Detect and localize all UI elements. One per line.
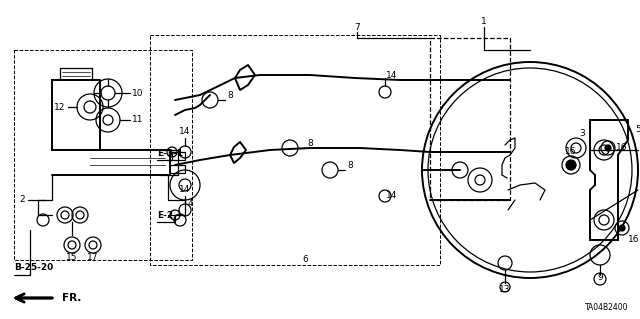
Bar: [150, 35, 440, 265]
Text: 16: 16: [616, 144, 628, 152]
Text: TA04B2400: TA04B2400: [584, 303, 628, 313]
Bar: [14, 50, 192, 260]
Text: 7: 7: [354, 24, 360, 33]
Text: E-2: E-2: [157, 211, 173, 219]
Text: 8: 8: [347, 161, 353, 170]
Text: 8: 8: [307, 139, 313, 149]
Circle shape: [566, 160, 576, 170]
Text: 17: 17: [87, 254, 99, 263]
Text: 5: 5: [635, 125, 640, 135]
Text: 4: 4: [187, 198, 193, 207]
Text: 12: 12: [54, 102, 66, 112]
Text: 3: 3: [579, 130, 585, 138]
Text: 8: 8: [227, 92, 233, 100]
Text: FR.: FR.: [62, 293, 81, 303]
Text: 16: 16: [565, 147, 577, 157]
Text: E-3-1: E-3-1: [157, 149, 183, 158]
Text: B-25-20: B-25-20: [14, 263, 53, 272]
Text: 6: 6: [302, 256, 308, 264]
Text: 15: 15: [67, 254, 77, 263]
Text: 2: 2: [19, 196, 25, 204]
Circle shape: [605, 145, 611, 151]
Circle shape: [619, 225, 625, 231]
Text: 1: 1: [481, 18, 487, 26]
Text: 10: 10: [132, 88, 144, 98]
Text: 14: 14: [179, 128, 191, 137]
Text: 14: 14: [387, 191, 397, 201]
Text: 14: 14: [387, 71, 397, 80]
Text: 9: 9: [597, 273, 603, 283]
Text: 14: 14: [179, 186, 191, 195]
Text: 11: 11: [132, 115, 144, 124]
Text: 16: 16: [628, 235, 640, 244]
Text: 13: 13: [499, 286, 511, 294]
